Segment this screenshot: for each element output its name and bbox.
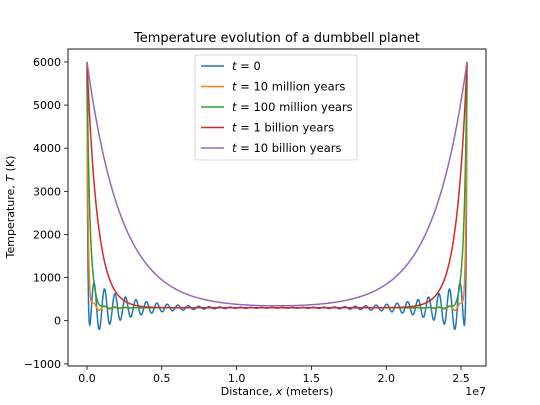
y-tick-label: 0 xyxy=(54,315,61,328)
legend-label-4: t = 10 billion years xyxy=(232,141,341,155)
x-tick-label: 0.0 xyxy=(78,372,96,385)
chart-title: Temperature evolution of a dumbbell plan… xyxy=(133,31,420,46)
x-tick-label: 1.5 xyxy=(303,372,321,385)
x-tick-label: 0.5 xyxy=(153,372,171,385)
series-line-3 xyxy=(86,61,468,309)
x-tick-label: 1.0 xyxy=(228,372,246,385)
x-tick-label: 2.0 xyxy=(377,372,395,385)
y-axis-label: Temperature, T (K) xyxy=(4,156,17,260)
x-offset-label: 1e7 xyxy=(465,385,486,398)
x-axis: 0.0 0.5 1.0 1.5 2.0 2.5 xyxy=(78,366,470,385)
y-tick-label: 3000 xyxy=(33,185,61,198)
y-tick-label: 4000 xyxy=(33,142,61,155)
x-tick-label: 2.5 xyxy=(452,372,470,385)
legend-label-1: t = 10 million years xyxy=(232,80,345,94)
legend-box xyxy=(194,54,358,161)
legend: t = 0 t = 10 million years t = 100 million… xyxy=(194,54,358,161)
series-layer xyxy=(86,61,468,331)
series-line-4 xyxy=(86,61,468,307)
y-tick-label: 1000 xyxy=(33,272,61,285)
y-tick-label: 2000 xyxy=(33,228,61,241)
y-tick-label: 6000 xyxy=(33,56,61,69)
x-axis-label: Distance, x (meters) xyxy=(221,385,334,398)
y-tick-label: −1000 xyxy=(24,358,61,371)
legend-label-0: t = 0 xyxy=(232,59,261,73)
y-axis: −1000 0 1000 2000 3000 4000 5000 6000 xyxy=(24,56,68,371)
y-tick-label: 5000 xyxy=(33,99,61,112)
legend-label-3: t = 1 billion years xyxy=(232,121,334,135)
legend-label-2: t = 100 million years xyxy=(232,100,353,114)
plot-frame xyxy=(67,48,487,367)
